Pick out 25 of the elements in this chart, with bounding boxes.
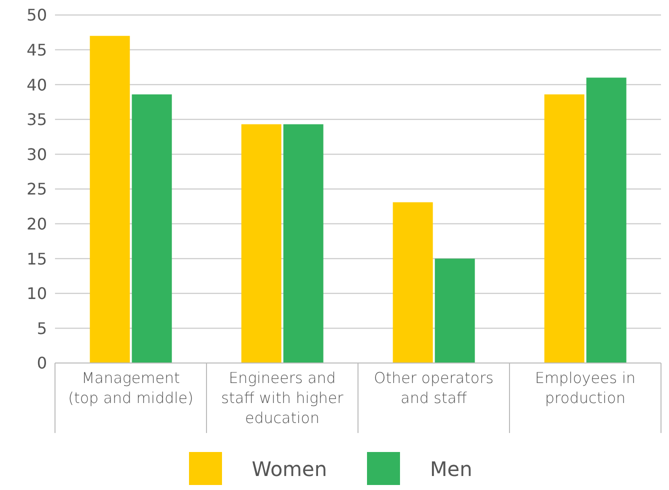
- y-tick-label: 5: [36, 318, 47, 338]
- bar: [586, 78, 626, 363]
- y-tick-label: 40: [26, 75, 47, 94]
- y-tick-label: 15: [26, 249, 47, 268]
- y-tick-label: 20: [26, 214, 47, 234]
- bar: [434, 258, 475, 363]
- bar: [241, 124, 282, 363]
- y-tick-label: 30: [26, 144, 47, 164]
- y-tick-label: 50: [26, 6, 47, 25]
- x-tick-label: Other operators and staff: [374, 369, 494, 407]
- legend-label: Men: [430, 456, 472, 480]
- x-tick-label: Management (top and middle): [68, 369, 194, 407]
- x-tick-label: Employees in production: [534, 369, 636, 407]
- bar: [132, 94, 172, 363]
- bar: [544, 94, 584, 363]
- y-tick-label: 45: [26, 40, 47, 60]
- y-tick-label: 0: [36, 354, 47, 373]
- x-tick-label: Engineers and staff with higher education: [221, 369, 344, 427]
- legend-label: Women: [252, 456, 328, 480]
- y-tick-label: 35: [26, 110, 47, 130]
- y-tick-label: 10: [26, 284, 47, 304]
- y-tick-label: 25: [26, 180, 47, 199]
- bar: [392, 202, 433, 363]
- bar: [283, 124, 324, 363]
- bar: [90, 36, 130, 363]
